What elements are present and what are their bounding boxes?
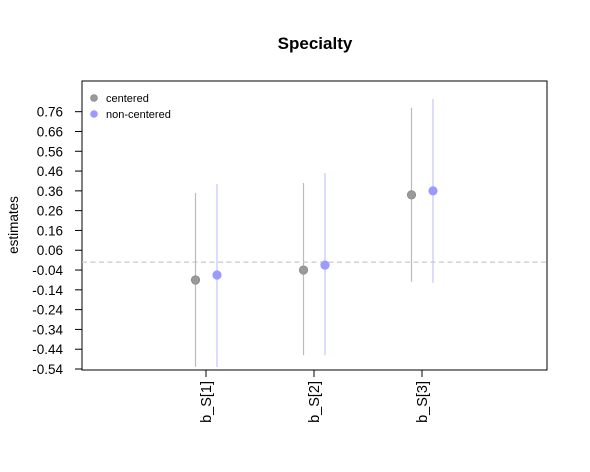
y-tick-label: -0.34 xyxy=(32,322,63,337)
y-axis: 0.76 0.66 0.56 0.46 0.36 0.26 0.16 0.06 -0.04 -0.… xyxy=(32,105,83,377)
y-tick-label: 0.66 xyxy=(37,124,63,139)
legend-marker xyxy=(90,94,98,102)
x-tick-label: b_S[3] xyxy=(415,381,431,423)
legend: centered non-centered xyxy=(90,93,171,121)
x-tick-label: b_S[2] xyxy=(307,381,323,423)
y-tick-label: -0.14 xyxy=(32,283,63,298)
plot-area xyxy=(81,80,548,371)
y-tick-label: 0.06 xyxy=(37,243,63,258)
legend-label: non-centered xyxy=(106,109,171,121)
legend-label: centered xyxy=(106,93,149,105)
y-tick-label: 0.16 xyxy=(37,223,63,238)
data-point xyxy=(406,190,417,200)
y-tick-label: -0.44 xyxy=(32,342,63,357)
y-tick-label: -0.24 xyxy=(32,303,63,318)
y-tick-label: 0.36 xyxy=(37,184,63,199)
chart-title: Specialty xyxy=(278,34,353,53)
data-marks xyxy=(190,98,438,368)
data-point xyxy=(190,275,201,285)
y-tick-label: 0.26 xyxy=(37,204,63,219)
y-tick-label: -0.54 xyxy=(32,362,63,377)
y-tick-label: -0.04 xyxy=(32,263,63,278)
data-point xyxy=(298,265,309,275)
data-point xyxy=(320,260,330,270)
data-point xyxy=(212,270,222,280)
data-point xyxy=(428,186,438,196)
x-axis: b_S[1] b_S[2] b_S[3] xyxy=(199,369,431,423)
x-tick-label: b_S[1] xyxy=(199,381,215,423)
y-tick-label: 0.46 xyxy=(37,164,63,179)
y-axis-label: estimates xyxy=(6,196,21,254)
y-tick-label: 0.56 xyxy=(37,144,63,159)
legend-marker xyxy=(90,110,98,118)
y-tick-label: 0.76 xyxy=(37,105,63,120)
